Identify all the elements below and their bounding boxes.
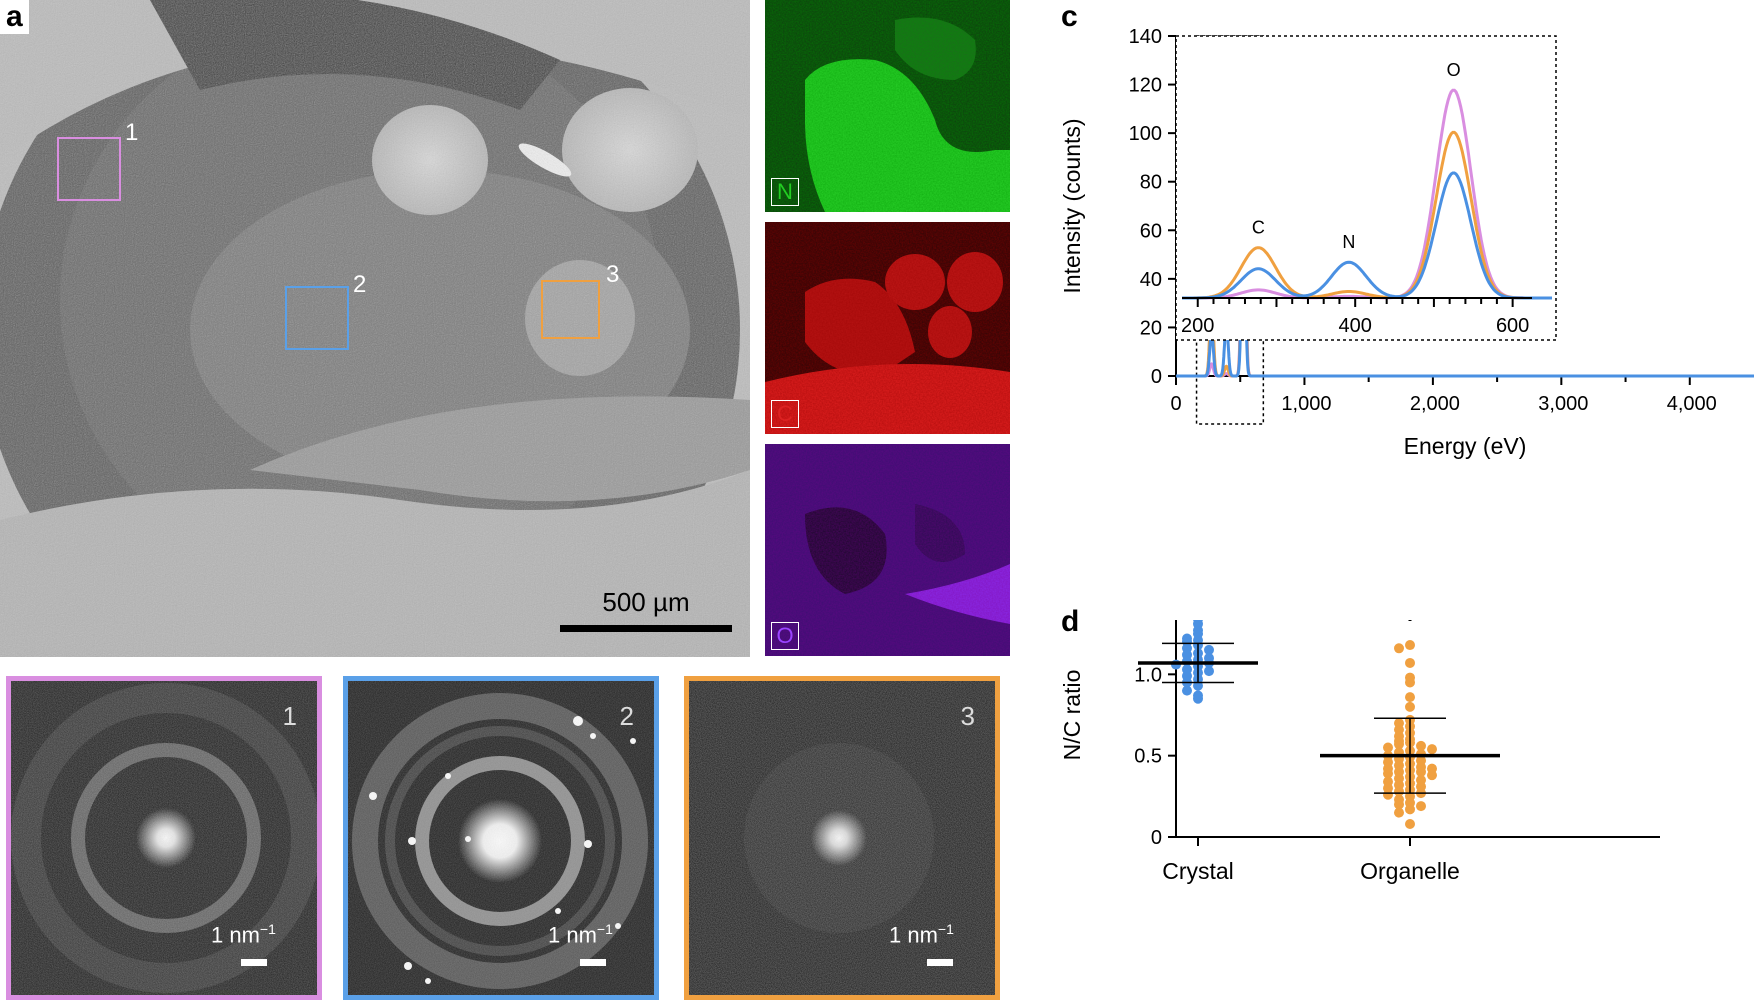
- data-point: [1383, 742, 1393, 753]
- x-tick-label: 1,000: [1281, 393, 1331, 415]
- y-tick-label: 40: [1140, 269, 1162, 291]
- data-point: [1204, 644, 1214, 655]
- y-tick-label: 0: [1151, 827, 1162, 849]
- panel-d-letter: d: [1061, 605, 1080, 638]
- diffraction-scale-label-3: 1 nm−1: [889, 921, 954, 948]
- x-tick-label: 2,000: [1410, 393, 1460, 415]
- element-map-n: N: [765, 0, 1010, 212]
- data-point: [1394, 643, 1404, 654]
- inset-x-tick-label: 400: [1339, 315, 1372, 337]
- y-tick-label: 1.0: [1134, 664, 1162, 686]
- y-tick-label: 120: [1129, 75, 1162, 97]
- data-point: [1405, 701, 1415, 712]
- data-point: [1405, 692, 1415, 703]
- roi-label-1: 1: [125, 119, 138, 146]
- element-map-o: O: [765, 444, 1010, 656]
- data-point: [1405, 657, 1415, 668]
- data-point: [1405, 640, 1415, 651]
- data-point: [1182, 685, 1192, 696]
- y-tick-label: 0: [1151, 366, 1162, 388]
- data-point: [1416, 766, 1426, 777]
- category-label: Crystal: [1162, 858, 1234, 884]
- inset-x-tick-label: 600: [1496, 315, 1529, 337]
- spectrum-chart: 0 20 40 60 80 100 120 140 0 1,000 2,000 3,000 4,000 E…: [1059, 26, 1754, 459]
- y-tick-label: 100: [1129, 123, 1162, 145]
- roi-label-2: 2: [353, 271, 366, 298]
- diffraction-pattern-2: 2 1 nm−1: [343, 676, 659, 1000]
- roi-box-2: [285, 286, 349, 350]
- x-tick-label: 0: [1170, 393, 1181, 415]
- data-point: [1193, 680, 1203, 691]
- y-tick-label: 20: [1140, 317, 1162, 339]
- data-point: [1394, 786, 1404, 797]
- ratio-points-area: [1138, 620, 1500, 829]
- y-tick-label: 80: [1140, 172, 1162, 194]
- scale-bar: [560, 625, 732, 632]
- diffraction-pattern-3: 3 1 nm−1: [684, 676, 1000, 1000]
- data-point: [1383, 789, 1393, 800]
- data-point: [1394, 799, 1404, 810]
- roi-label-3: 3: [606, 261, 619, 288]
- inset-series-line: [1182, 171, 1552, 300]
- x-axis-label: Energy (eV): [1404, 433, 1527, 459]
- data-point: [1416, 801, 1426, 812]
- inset-peak-label: C: [1252, 218, 1265, 238]
- element-map-label-o: O: [771, 622, 799, 650]
- diffraction-scale-label-2: 1 nm−1: [548, 921, 613, 948]
- data-point: [1394, 807, 1404, 818]
- significance-bracket: [1196, 620, 1412, 621]
- element-map-c: C: [765, 222, 1010, 434]
- y-tick-label: 60: [1140, 220, 1162, 242]
- y-axis-label: Intensity (counts): [1059, 118, 1085, 293]
- diffraction-pattern-1: 1 1 nm−1: [6, 676, 322, 1000]
- category-label: Organelle: [1360, 858, 1460, 884]
- diffraction-scale-label-1: 1 nm−1: [211, 921, 276, 948]
- scale-bar-label: 500 µm: [602, 587, 689, 617]
- panel-c-letter: c: [1061, 0, 1078, 33]
- y-axis-label: N/C ratio: [1059, 670, 1085, 761]
- diffraction-label-3: 3: [960, 701, 975, 731]
- inset-x-tick-label: 200: [1181, 315, 1214, 337]
- data-point: [1416, 740, 1426, 751]
- x-tick-label: 4,000: [1667, 393, 1717, 415]
- y-tick-label: 140: [1129, 26, 1162, 48]
- data-point: [1193, 693, 1203, 704]
- data-point: [1405, 677, 1415, 688]
- inset-series-line: [1182, 130, 1552, 300]
- x-tick-label: 3,000: [1538, 393, 1588, 415]
- data-point: [1394, 739, 1404, 750]
- diffraction-label-2: 2: [619, 701, 634, 731]
- data-point: [1204, 666, 1214, 677]
- element-map-label-n: N: [771, 178, 799, 206]
- data-point: [1405, 804, 1415, 815]
- element-map-label-c: C: [771, 400, 799, 428]
- data-point: [1405, 818, 1415, 829]
- inset-peak-label: O: [1447, 60, 1461, 80]
- roi-box-1: [57, 137, 121, 201]
- roi-box-3: [541, 280, 600, 339]
- inset-peak-label: N: [1342, 232, 1355, 252]
- data-point: [1427, 770, 1437, 781]
- y-tick-label: 0.5: [1134, 746, 1162, 768]
- micrograph-image: 1 2 3 500 µm: [0, 0, 750, 657]
- spectrum-series-line: [1176, 188, 1754, 378]
- data-point: [1427, 744, 1437, 755]
- diffraction-label-1: 1: [282, 701, 297, 731]
- data-point: [1383, 768, 1393, 779]
- panel-a-letter: a: [0, 0, 29, 34]
